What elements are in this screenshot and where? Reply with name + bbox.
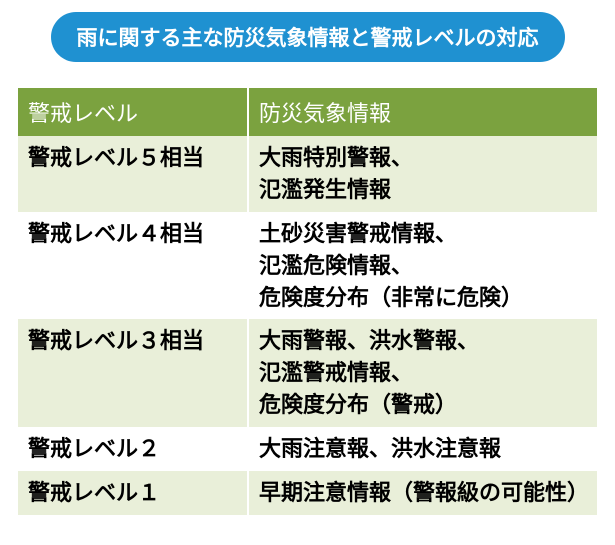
cell-info: 早期注意情報（警報級の可能性） — [248, 471, 597, 515]
cell-info: 大雨警報、洪水警報、氾濫警戒情報、危険度分布（警戒） — [248, 319, 597, 427]
cell-level: 警戒レベル３相当 — [18, 319, 248, 427]
cell-level: 警戒レベル１ — [18, 471, 248, 515]
cell-info: 大雨特別警報、氾濫発生情報 — [248, 136, 597, 212]
table-row: 警戒レベル５相当 大雨特別警報、氾濫発生情報 — [18, 136, 597, 212]
col-header-level: 警戒レベル — [18, 88, 248, 136]
page-title: 雨に関する主な防災気象情報と警戒レベルの対応 — [51, 12, 565, 62]
cell-info: 土砂災害警戒情報、氾濫危険情報、危険度分布（非常に危険） — [248, 212, 597, 320]
table-row: 警戒レベル４相当 土砂災害警戒情報、氾濫危険情報、危険度分布（非常に危険） — [18, 212, 597, 320]
table-row: 警戒レベル１ 早期注意情報（警報級の可能性） — [18, 471, 597, 515]
table-row: 警戒レベル２ 大雨注意報、洪水注意報 — [18, 427, 597, 471]
title-container: 雨に関する主な防災気象情報と警戒レベルの対応 — [18, 12, 597, 88]
table-row: 警戒レベル３相当 大雨警報、洪水警報、氾濫警戒情報、危険度分布（警戒） — [18, 319, 597, 427]
cell-level: 警戒レベル４相当 — [18, 212, 248, 320]
cell-level: 警戒レベル５相当 — [18, 136, 248, 212]
cell-info: 大雨注意報、洪水注意報 — [248, 427, 597, 471]
cell-level: 警戒レベル２ — [18, 427, 248, 471]
col-header-info: 防災気象情報 — [248, 88, 597, 136]
alert-level-table: 警戒レベル 防災気象情報 警戒レベル５相当 大雨特別警報、氾濫発生情報 警戒レベ… — [18, 88, 597, 515]
